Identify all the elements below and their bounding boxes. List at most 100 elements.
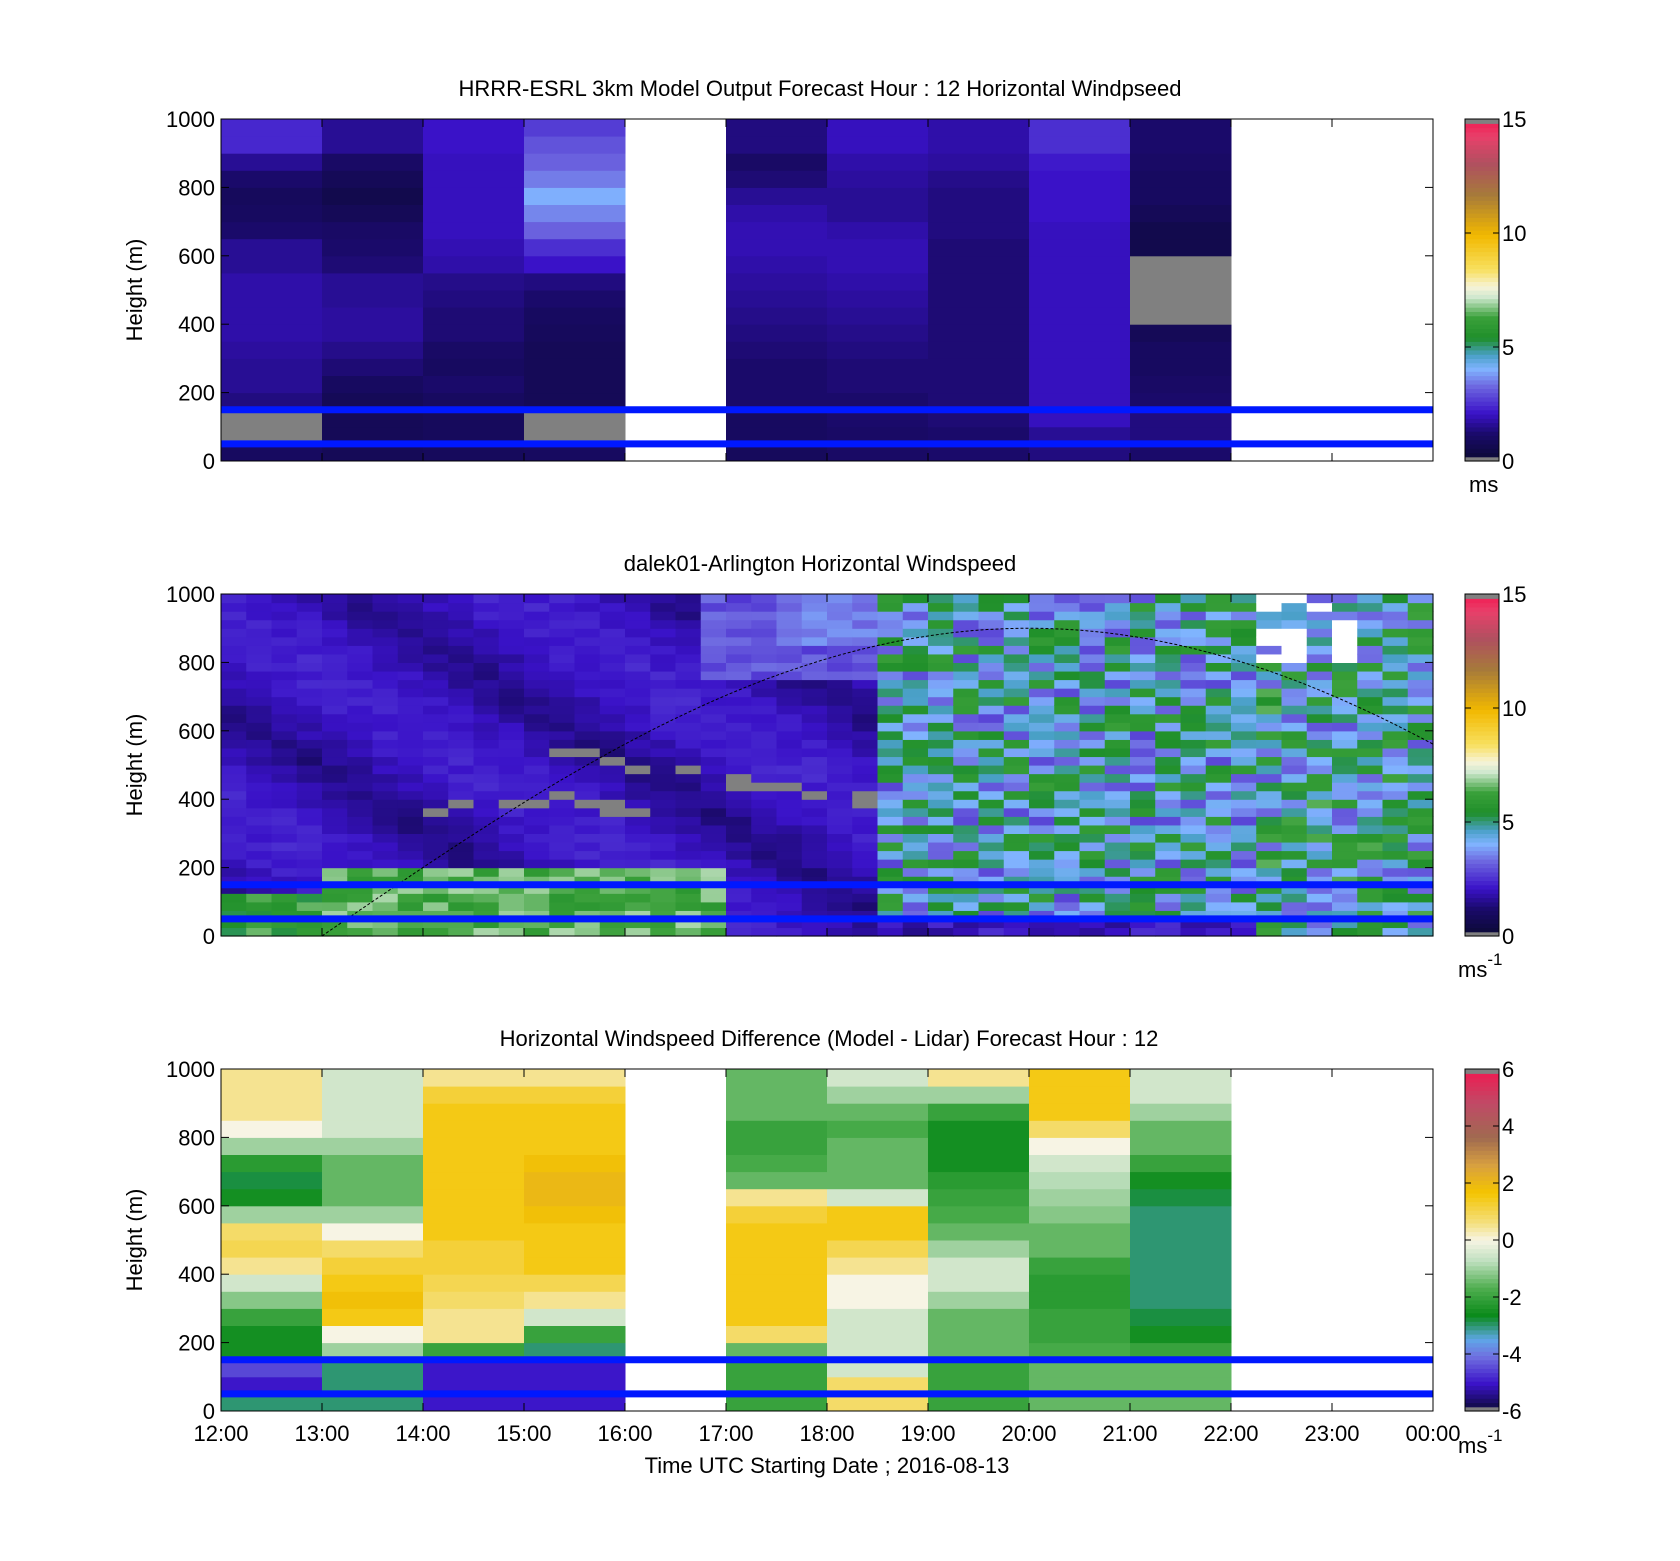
heatmap-cell xyxy=(928,765,954,775)
heatmap-cell xyxy=(675,867,702,877)
colorbar-segment xyxy=(1465,641,1499,646)
heatmap-cell xyxy=(423,645,449,655)
heatmap-cell xyxy=(1382,662,1409,672)
heatmap-cell xyxy=(1054,730,1081,740)
heatmap-cell xyxy=(271,910,298,920)
heatmap-cell xyxy=(221,204,323,223)
heatmap-cell xyxy=(1382,927,1409,937)
heatmap-cell xyxy=(726,153,828,171)
heatmap-cell xyxy=(852,705,879,715)
heatmap-cell xyxy=(827,153,929,171)
heatmap-cell xyxy=(675,773,702,783)
heatmap-cell xyxy=(902,739,929,749)
y-tick-label: 0 xyxy=(203,449,215,474)
heatmap-cell xyxy=(524,739,550,749)
colorbar-segment xyxy=(1465,379,1499,385)
heatmap-cell xyxy=(827,1342,929,1361)
heatmap-cell xyxy=(978,611,1005,621)
colorbar-segment xyxy=(1465,1359,1499,1365)
heatmap-cell xyxy=(473,688,500,698)
heatmap-cell xyxy=(1382,893,1409,903)
heatmap-cell xyxy=(1357,679,1384,689)
heatmap-cell xyxy=(877,927,904,937)
heatmap-cell xyxy=(776,705,803,715)
heatmap-cell xyxy=(1054,876,1081,886)
colorbar-segment xyxy=(1465,893,1499,899)
heatmap-cell xyxy=(574,662,601,672)
heatmap-cell xyxy=(246,893,273,903)
heatmap-cell xyxy=(599,893,626,903)
heatmap-cell xyxy=(423,722,449,732)
heatmap-cell xyxy=(473,636,500,646)
heatmap-cell xyxy=(221,1103,323,1121)
heatmap-cell xyxy=(625,602,651,612)
x-tick-label: 18:00 xyxy=(799,1421,854,1446)
heatmap-cell xyxy=(246,773,273,783)
heatmap-cell xyxy=(423,756,449,766)
heatmap-cell xyxy=(423,841,449,852)
heatmap-cell xyxy=(423,739,449,749)
heatmap-cell xyxy=(751,893,778,903)
colorbar-segment xyxy=(1465,598,1499,604)
heatmap-cell xyxy=(524,409,626,428)
heatmap-cell xyxy=(1130,645,1156,655)
x-tick-label: 21:00 xyxy=(1102,1421,1157,1446)
heatmap-cell xyxy=(1281,867,1308,877)
heatmap-cell xyxy=(650,841,677,852)
heatmap-cell xyxy=(650,636,677,646)
heatmap-cell xyxy=(524,594,550,604)
heatmap-cell xyxy=(221,679,247,689)
heatmap-cell xyxy=(1281,594,1308,604)
heatmap-cell xyxy=(877,918,904,929)
colorbar-segment xyxy=(1465,1145,1499,1151)
heatmap-cell xyxy=(625,713,651,723)
heatmap-cell xyxy=(953,918,980,929)
heatmap-cell xyxy=(498,662,525,672)
heatmap-cell xyxy=(498,645,525,655)
heatmap-cell xyxy=(1003,841,1030,852)
heatmap-cell xyxy=(852,722,879,732)
heatmap-cell xyxy=(700,645,727,655)
heatmap-cell xyxy=(675,653,702,663)
heatmap-cell xyxy=(827,392,929,411)
heatmap-cell xyxy=(700,901,727,911)
heatmap-cell xyxy=(1205,884,1232,894)
heatmap-cell xyxy=(397,850,424,860)
heatmap-cell xyxy=(423,628,449,638)
heatmap-cell xyxy=(372,841,399,852)
colorbar-segment xyxy=(1465,1321,1499,1327)
colorbar-segment xyxy=(1465,1103,1499,1109)
heatmap-cell xyxy=(700,628,727,638)
heatmap-cell xyxy=(1029,739,1055,749)
heatmap-cell xyxy=(372,833,399,843)
heatmap-cell xyxy=(902,833,929,843)
colorbar-segment xyxy=(1465,234,1499,240)
heatmap-cell xyxy=(271,653,298,663)
colorbar-segment xyxy=(1465,713,1499,719)
heatmap-cell xyxy=(1029,790,1055,800)
heatmap-cell xyxy=(1104,705,1131,715)
heatmap-cell xyxy=(1332,927,1358,937)
heatmap-cell xyxy=(877,662,904,672)
heatmap-cell xyxy=(650,773,677,783)
heatmap-cell xyxy=(1130,1171,1232,1190)
heatmap-cell xyxy=(423,238,525,257)
heatmap-cell xyxy=(1332,773,1358,783)
colorbar-segment xyxy=(1465,144,1499,150)
heatmap-cell xyxy=(751,824,778,834)
heatmap-cell xyxy=(1130,153,1232,171)
heatmap-cell xyxy=(1130,392,1232,411)
heatmap-cell xyxy=(221,1154,323,1173)
heatmap-cell xyxy=(1003,662,1030,672)
heatmap-cell xyxy=(549,782,576,792)
heatmap-cell xyxy=(978,696,1005,706)
heatmap-cell xyxy=(524,1359,626,1378)
heatmap-cell xyxy=(372,619,399,629)
colorbar-segment xyxy=(1465,1368,1499,1374)
heatmap-cell xyxy=(1256,799,1283,809)
heatmap-cell xyxy=(928,653,954,663)
heatmap-cell xyxy=(524,816,550,826)
heatmap-cell xyxy=(928,722,954,732)
heatmap-cell xyxy=(1130,1222,1232,1241)
